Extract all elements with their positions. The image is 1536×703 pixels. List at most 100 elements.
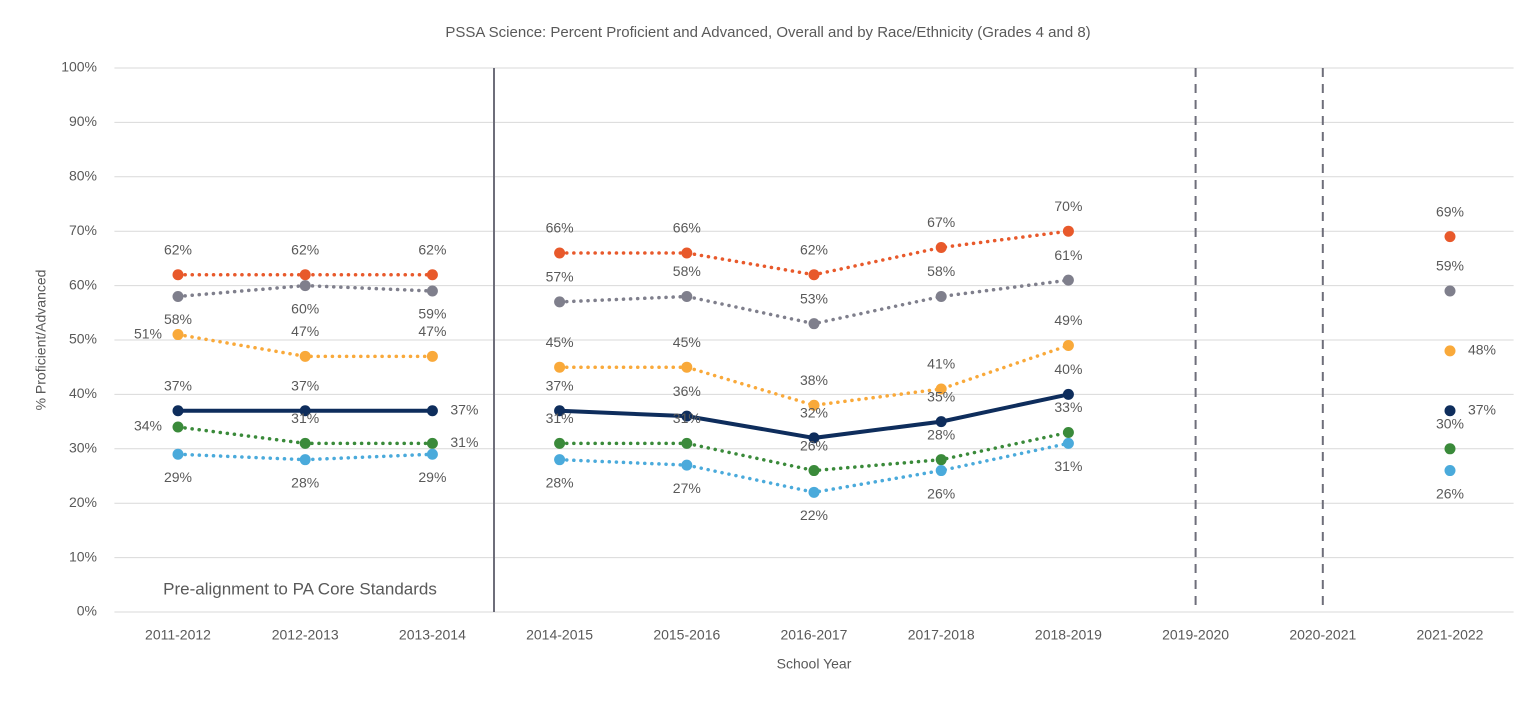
data-label: 58% — [164, 311, 192, 327]
data-label: 47% — [291, 323, 319, 339]
y-tick-label: 70% — [69, 222, 97, 238]
data-point — [1062, 437, 1074, 449]
data-label: 27% — [673, 480, 701, 496]
x-tick-label: 2014-2015 — [526, 627, 593, 643]
data-label: 45% — [673, 334, 701, 350]
data-label: 58% — [927, 263, 955, 279]
data-point — [1062, 225, 1074, 237]
data-label: 37% — [164, 377, 192, 393]
y-tick-label: 40% — [69, 385, 97, 401]
data-label: 59% — [418, 306, 446, 322]
data-point — [1062, 274, 1074, 286]
data-label: 45% — [546, 334, 574, 350]
data-point — [172, 421, 184, 433]
x-tick-label: 2011-2012 — [145, 627, 211, 643]
data-point — [1444, 443, 1456, 455]
data-point — [1062, 426, 1074, 438]
data-point — [1444, 405, 1456, 417]
data-label: 37% — [450, 401, 478, 417]
y-tick-label: 20% — [69, 494, 97, 510]
data-label: 37% — [546, 377, 574, 393]
data-label: 26% — [1436, 485, 1464, 501]
data-label: 66% — [673, 220, 701, 236]
data-point — [299, 280, 311, 292]
data-point — [1444, 285, 1456, 297]
data-point — [681, 361, 693, 373]
data-label: 28% — [927, 426, 955, 442]
chart-title: PSSA Science: Percent Proficient and Adv… — [445, 24, 1090, 41]
data-label: 36% — [673, 383, 701, 399]
data-label: 49% — [1054, 312, 1082, 328]
data-point — [426, 405, 438, 417]
data-point — [935, 454, 947, 466]
data-point — [808, 318, 820, 330]
data-point — [426, 448, 438, 460]
data-label: 31% — [546, 410, 574, 426]
data-point — [1444, 231, 1456, 243]
data-point — [172, 448, 184, 460]
data-point — [1062, 339, 1074, 351]
data-label: 31% — [1054, 458, 1082, 474]
data-point — [554, 361, 566, 373]
data-label: 37% — [291, 377, 319, 393]
data-point — [299, 350, 311, 362]
data-label: 33% — [1054, 399, 1082, 415]
data-label: 60% — [291, 300, 319, 316]
y-tick-label: 80% — [69, 168, 97, 184]
data-point — [681, 410, 693, 422]
data-point — [935, 383, 947, 395]
data-point — [426, 269, 438, 281]
data-label: 32% — [800, 405, 828, 421]
data-point — [681, 437, 693, 449]
data-point — [172, 329, 184, 341]
x-tick-label: 2021-2022 — [1417, 627, 1484, 643]
y-tick-label: 100% — [61, 59, 97, 75]
data-point — [808, 486, 820, 498]
data-label: 69% — [1436, 203, 1464, 219]
data-label: 70% — [1054, 198, 1082, 214]
data-label: 31% — [291, 410, 319, 426]
data-label: 37% — [1468, 401, 1496, 417]
data-point — [681, 290, 693, 302]
data-label: 22% — [800, 507, 828, 523]
data-label: 29% — [418, 469, 446, 485]
data-point — [299, 405, 311, 417]
data-point — [1062, 388, 1074, 400]
data-point — [554, 437, 566, 449]
data-label: 38% — [800, 372, 828, 388]
y-axis-title: % Proficient/Advanced — [33, 270, 49, 411]
data-point — [935, 290, 947, 302]
data-point — [935, 465, 947, 477]
data-point — [426, 285, 438, 297]
data-point — [808, 432, 820, 444]
data-label: 53% — [800, 290, 828, 306]
data-label: 58% — [673, 263, 701, 279]
data-point — [808, 399, 820, 411]
y-tick-label: 30% — [69, 440, 97, 456]
y-tick-label: 10% — [69, 548, 97, 564]
data-label: 62% — [800, 241, 828, 257]
data-point — [681, 247, 693, 259]
data-label: 34% — [134, 418, 162, 434]
data-point — [299, 269, 311, 281]
data-label: 28% — [546, 474, 574, 490]
data-label: 31% — [450, 434, 478, 450]
data-label: 41% — [927, 356, 955, 372]
data-point — [808, 465, 820, 477]
data-label: 35% — [927, 388, 955, 404]
x-tick-label: 2015-2016 — [653, 627, 720, 643]
x-tick-label: 2017-2018 — [908, 627, 975, 643]
data-point — [808, 269, 820, 281]
data-point — [426, 350, 438, 362]
data-point — [554, 247, 566, 259]
x-tick-label: 2013-2014 — [399, 627, 466, 643]
data-label: 61% — [1054, 247, 1082, 263]
data-point — [299, 437, 311, 449]
data-label: 30% — [1436, 416, 1464, 432]
y-tick-label: 50% — [69, 331, 97, 347]
data-label: 59% — [1436, 258, 1464, 274]
annotation: Pre-alignment to PA Core Standards — [163, 579, 437, 598]
data-label: 47% — [418, 323, 446, 339]
x-tick-label: 2019-2020 — [1162, 627, 1229, 643]
